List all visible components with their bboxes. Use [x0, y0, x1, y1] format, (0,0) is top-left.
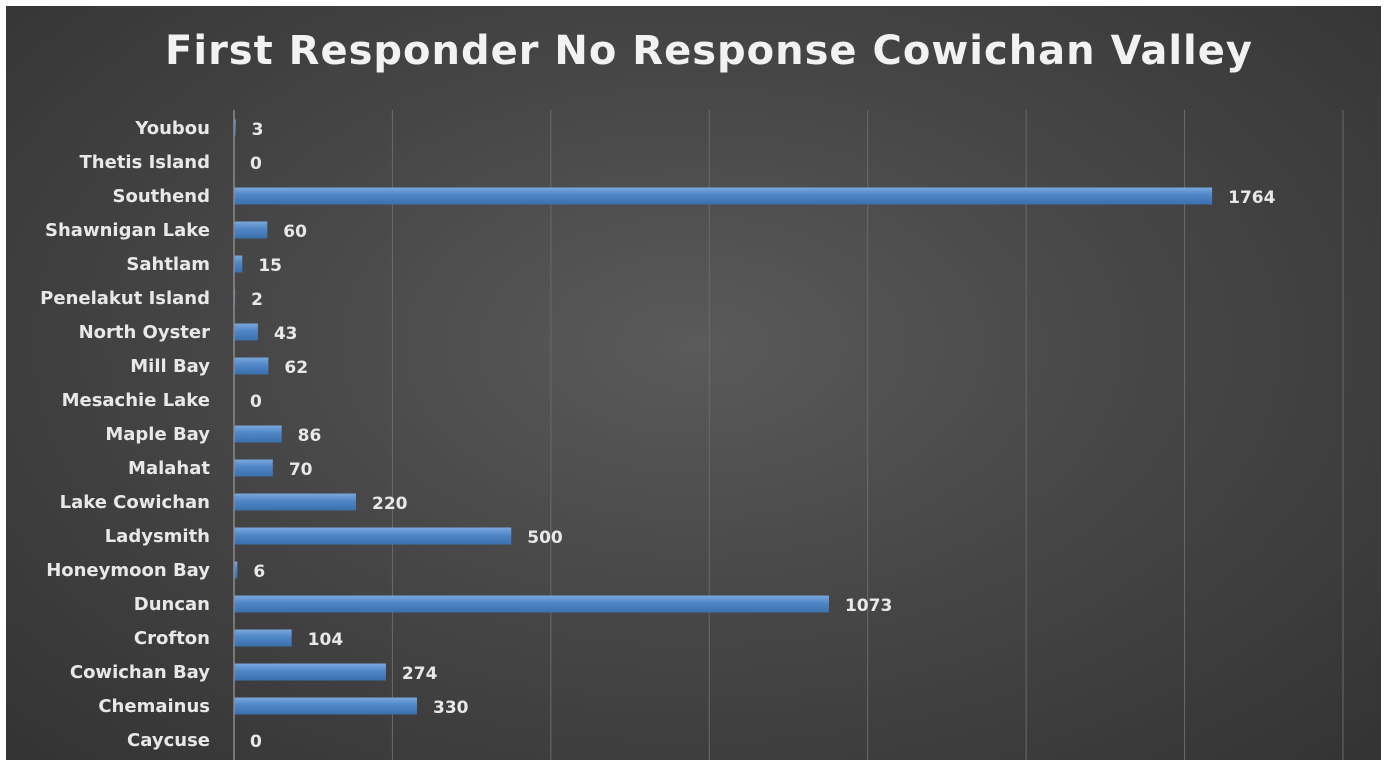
bar [234, 527, 512, 545]
value-label: 330 [433, 698, 469, 718]
chart-frame: First Responder No Response Cowichan Val… [6, 6, 1381, 760]
category-label: Chemainus [98, 696, 210, 717]
chart-title: First Responder No Response Cowichan Val… [165, 28, 1253, 74]
value-label: 2 [251, 290, 263, 310]
value-label: 3 [252, 120, 264, 140]
bar [234, 459, 273, 477]
category-label: Youbou [134, 118, 210, 139]
bar [234, 221, 268, 239]
bar [234, 493, 356, 511]
category-label: Cowichan Bay [70, 662, 210, 683]
bar [234, 119, 236, 137]
bar [234, 629, 292, 647]
value-label: 60 [283, 222, 307, 242]
category-label: Honeymoon Bay [46, 560, 210, 581]
bar [234, 357, 269, 375]
category-label: Malahat [128, 458, 210, 479]
value-label: 1073 [845, 596, 892, 616]
gridlines [391, 110, 1344, 760]
bar [234, 425, 282, 443]
value-label: 70 [289, 460, 313, 480]
bar [234, 255, 243, 273]
category-label: Penelakut Island [40, 288, 210, 309]
value-label: 500 [527, 528, 563, 548]
category-label: Thetis Island [80, 152, 210, 173]
value-label: 86 [298, 426, 322, 446]
bar [234, 323, 258, 341]
value-label: 62 [284, 358, 308, 378]
value-label: 104 [308, 630, 344, 650]
category-label: Maple Bay [105, 424, 210, 445]
value-label: 274 [402, 664, 438, 684]
value-label: 0 [250, 154, 262, 174]
bar [234, 663, 386, 681]
value-label: 43 [274, 324, 298, 344]
bar [234, 187, 1213, 205]
value-label: 220 [372, 494, 408, 514]
category-label: Caycuse [127, 730, 210, 751]
bar [234, 561, 238, 579]
value-label: 15 [258, 256, 282, 276]
category-label: North Oyster [79, 322, 211, 343]
bar [234, 595, 829, 613]
category-label: Sahtlam [126, 254, 210, 275]
category-label: Mill Bay [130, 356, 210, 377]
category-label: Mesachie Lake [62, 390, 210, 411]
category-label: Crofton [134, 628, 210, 649]
category-label: Duncan [134, 594, 210, 615]
value-label: 0 [250, 732, 262, 752]
bar-chart: First Responder No Response Cowichan Val… [40, 28, 1344, 760]
category-label: Ladysmith [105, 526, 210, 547]
category-label: Shawnigan Lake [45, 220, 210, 241]
value-label: 1764 [1228, 188, 1275, 208]
category-label: Lake Cowichan [60, 492, 210, 513]
bar [234, 697, 417, 715]
category-labels: Youbou Thetis Island Southend Shawnigan Lak… [40, 118, 210, 751]
bars [234, 119, 1213, 715]
value-label: 6 [253, 562, 265, 582]
category-label: Southend [113, 186, 210, 207]
value-label: 0 [250, 392, 262, 412]
